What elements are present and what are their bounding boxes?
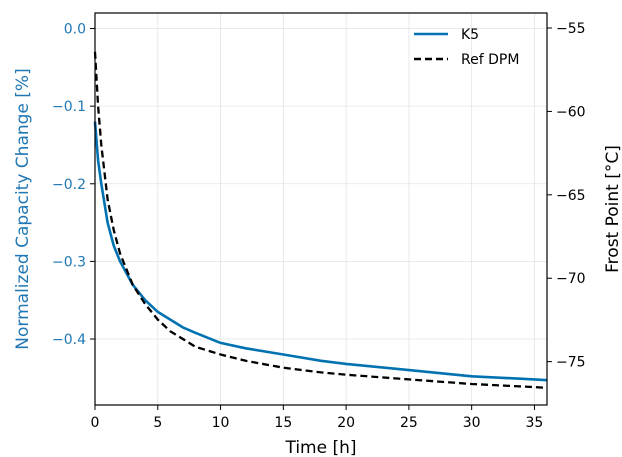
legend-label-ref-dpm: Ref DPM — [461, 52, 519, 68]
y-left-tick-label: −0.3 — [52, 254, 86, 270]
y-right-tick-label: −70 — [556, 271, 586, 287]
x-tick-label: 15 — [274, 415, 292, 431]
x-tick-label: 25 — [400, 415, 418, 431]
x-ticks: 0 5 10 15 20 25 30 35 — [91, 405, 544, 431]
y-right-ticks: −55 −60 −65 −70 −75 — [547, 21, 586, 371]
x-tick-label: 20 — [337, 415, 355, 431]
series-line-ref-dpm — [93, 51, 548, 390]
series-line-k5 — [93, 121, 548, 382]
y-left-ticks: 0.0 −0.1 −0.2 −0.3 −0.4 — [52, 22, 95, 348]
y-left-tick-label: 0.0 — [64, 22, 86, 38]
series-layer — [93, 51, 548, 390]
y-left-tick-label: −0.4 — [52, 332, 86, 348]
x-tick-label: 10 — [212, 415, 230, 431]
x-tick-label: 0 — [91, 415, 100, 431]
x-axis-label: Time [h] — [284, 438, 356, 457]
legend: K5 Ref DPM — [414, 27, 519, 68]
y-left-tick-label: −0.2 — [52, 177, 86, 193]
y-right-tick-label: −60 — [556, 104, 586, 120]
y-right-tick-label: −75 — [556, 355, 586, 371]
x-tick-label: 35 — [526, 415, 544, 431]
plot-frame — [94, 12, 548, 406]
legend-label-k5: K5 — [461, 27, 479, 43]
y-right-axis-label: Frost Point [°C] — [603, 145, 622, 273]
y-left-tick-label: −0.1 — [52, 99, 86, 115]
x-tick-label: 30 — [463, 415, 481, 431]
grid — [94, 13, 547, 405]
x-tick-label: 5 — [153, 415, 162, 431]
y-left-axis-label: Normalized Capacity Change [%] — [13, 68, 33, 349]
y-right-tick-label: −55 — [556, 21, 586, 37]
y-right-tick-label: −65 — [556, 188, 586, 204]
